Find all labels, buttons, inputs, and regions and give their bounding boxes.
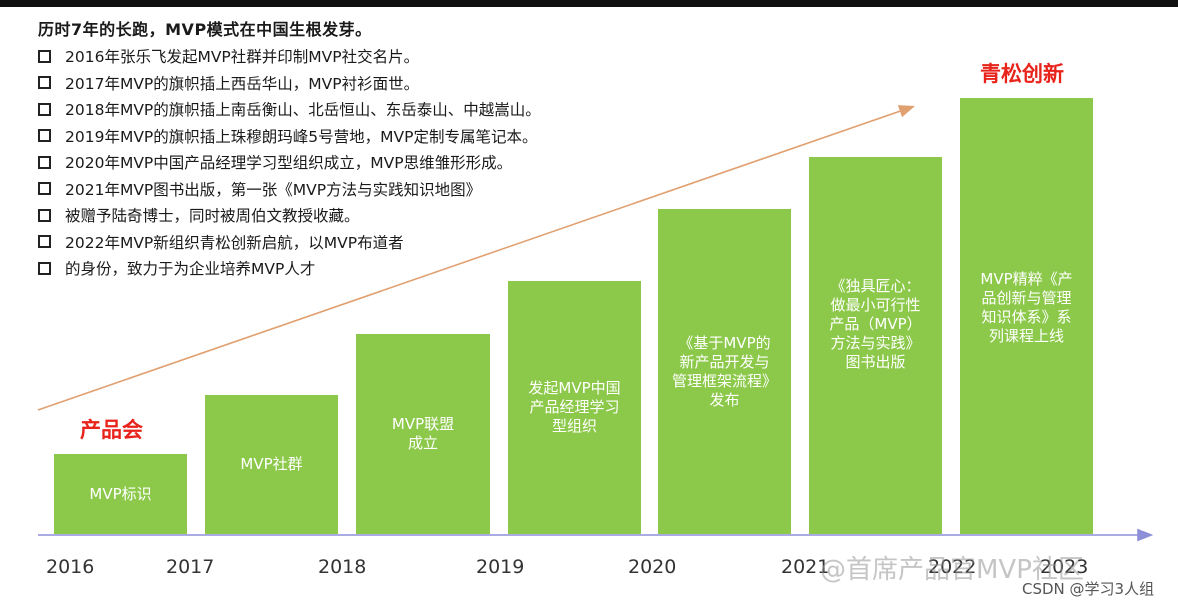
- year-label: 2023: [1040, 556, 1089, 578]
- year-label: 2020: [628, 556, 677, 578]
- list-item-text: 2017年MVP的旗帜插上西岳华山，MVP衬衫面世。: [65, 74, 420, 93]
- list-item: 2020年MVP中国产品经理学习型组织成立，MVP思维雏形形成。: [38, 149, 541, 176]
- list-item: 2022年MVP新组织青松创新启航，以MVP布道者: [38, 229, 541, 256]
- milestone-bar-2016: MVP标识: [54, 454, 187, 534]
- milestone-bar-2017: MVP社群: [205, 395, 338, 534]
- list-item: 2019年MVP的旗帜插上珠穆朗玛峰5号营地，MVP定制专属笔记本。: [38, 123, 541, 150]
- year-label: 2022: [928, 556, 977, 578]
- page-title: 历时7年的长跑，MVP模式在中国生根发芽。: [38, 20, 372, 39]
- list-item: 2018年MVP的旗帜插上南岳衡山、北岳恒山、东岳泰山、中越嵩山。: [38, 96, 541, 123]
- checkbox-icon: [38, 261, 51, 275]
- checkbox-icon: [38, 182, 51, 196]
- list-item-text: 2021年MVP图书出版，第一张《MVP方法与实践知识地图》: [65, 180, 482, 199]
- list-item-text: 2022年MVP新组织青松创新启航，以MVP布道者: [65, 233, 404, 252]
- top-border: [0, 0, 1178, 7]
- callout-start: 产品会: [80, 418, 143, 442]
- milestone-bar-2019: 发起MVP中国 产品经理学习 型组织: [508, 281, 641, 534]
- year-label: 2016: [46, 556, 95, 578]
- milestone-bar-2021: 《独具匠心： 做最小可行性 产品（MVP） 方法与实践》 图书出版: [809, 157, 942, 534]
- list-item-text: 2016年张乐飞发起MVP社群并印制MVP社交名片。: [65, 48, 420, 67]
- list-item-text: 的身份，致力于为企业培养MVP人才: [65, 260, 316, 279]
- checkbox-icon: [38, 76, 51, 90]
- list-item: 的身份，致力于为企业培养MVP人才: [38, 255, 541, 282]
- list-item-text: 2020年MVP中国产品经理学习型组织成立，MVP思维雏形形成。: [65, 154, 513, 173]
- checkbox-icon: [38, 235, 51, 249]
- list-item-text: 被赠予陆奇博士，同时被周伯文教授收藏。: [65, 207, 360, 226]
- list-item: 2016年张乐飞发起MVP社群并印制MVP社交名片。: [38, 43, 541, 70]
- checkbox-icon: [38, 208, 51, 222]
- checkbox-icon: [38, 129, 51, 143]
- year-label: 2018: [318, 556, 367, 578]
- year-label: 2019: [476, 556, 525, 578]
- callout-end: 青松创新: [980, 62, 1064, 86]
- checkbox-icon: [38, 102, 51, 116]
- year-label: 2017: [166, 556, 215, 578]
- list-item-text: 2018年MVP的旗帜插上南岳衡山、北岳恒山、东岳泰山、中越嵩山。: [65, 101, 541, 120]
- list-item: 2017年MVP的旗帜插上西岳华山，MVP衬衫面世。: [38, 70, 541, 97]
- history-list: 2016年张乐飞发起MVP社群并印制MVP社交名片。 2017年MVP的旗帜插上…: [38, 43, 541, 282]
- list-item: 被赠予陆奇博士，同时被周伯文教授收藏。: [38, 202, 541, 229]
- milestone-bar-2022: MVP精粹《产 品创新与管理 知识体系》系 列课程上线: [960, 98, 1093, 534]
- csdn-watermark: CSDN @学习3人组: [1022, 580, 1155, 598]
- milestone-bar-2020: 《基于MVP的 新产品开发与 管理框架流程》 发布: [658, 209, 791, 534]
- year-label: 2021: [781, 556, 830, 578]
- list-item: 2021年MVP图书出版，第一张《MVP方法与实践知识地图》: [38, 176, 541, 203]
- milestone-bar-2018: MVP联盟 成立: [356, 334, 490, 534]
- checkbox-icon: [38, 155, 51, 169]
- checkbox-icon: [38, 49, 51, 63]
- growth-trend-arrow: [37, 105, 916, 411]
- watermark-text: @首席产品官MVP社区: [820, 555, 1084, 585]
- list-item-text: 2019年MVP的旗帜插上珠穆朗玛峰5号营地，MVP定制专属笔记本。: [65, 127, 538, 146]
